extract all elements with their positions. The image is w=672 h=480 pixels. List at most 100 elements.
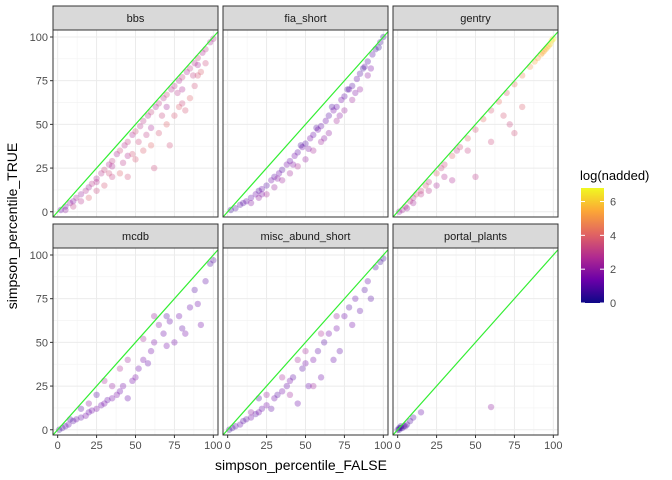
data-point bbox=[171, 339, 178, 346]
data-point bbox=[464, 147, 471, 154]
data-point bbox=[124, 152, 131, 160]
data-point bbox=[402, 423, 409, 430]
data-point bbox=[108, 157, 116, 165]
data-point bbox=[189, 72, 197, 79]
data-point bbox=[325, 112, 333, 119]
data-point bbox=[518, 103, 526, 111]
data-point bbox=[136, 122, 144, 130]
data-point bbox=[135, 138, 142, 146]
x-tick-label: 0 bbox=[225, 440, 231, 452]
data-point bbox=[232, 205, 239, 212]
data-point bbox=[144, 360, 152, 367]
data-point bbox=[438, 164, 445, 172]
data-point bbox=[66, 416, 74, 423]
data-point bbox=[252, 410, 259, 418]
x-tick-label: 25 bbox=[430, 440, 442, 452]
data-point bbox=[271, 173, 278, 181]
data-point bbox=[124, 395, 131, 402]
data-point bbox=[283, 161, 291, 168]
data-point bbox=[178, 325, 186, 332]
data-point bbox=[101, 166, 108, 174]
data-point bbox=[105, 170, 113, 177]
data-point bbox=[166, 142, 173, 149]
data-point bbox=[417, 409, 425, 416]
data-point bbox=[511, 80, 518, 88]
y-tick-label: 100 bbox=[30, 32, 48, 44]
data-point bbox=[240, 199, 247, 207]
data-point bbox=[175, 312, 183, 320]
data-point bbox=[425, 187, 433, 194]
data-point bbox=[93, 175, 100, 182]
x-tick-label: 75 bbox=[508, 440, 520, 452]
x-tick-label: 50 bbox=[129, 440, 141, 452]
data-point bbox=[263, 402, 270, 409]
data-point bbox=[160, 330, 167, 337]
data-point bbox=[140, 117, 147, 125]
data-point bbox=[317, 330, 325, 337]
data-point bbox=[119, 159, 127, 167]
x-tick-label: 0 bbox=[395, 440, 401, 452]
data-point bbox=[194, 61, 201, 69]
data-point bbox=[258, 191, 266, 198]
data-point bbox=[124, 173, 131, 181]
x-tick-label: 75 bbox=[338, 440, 350, 452]
data-point bbox=[93, 391, 100, 399]
data-point bbox=[105, 161, 113, 168]
data-point bbox=[129, 377, 136, 385]
facet-strip-label: misc_abund_short bbox=[261, 231, 351, 243]
data-point bbox=[338, 96, 345, 104]
data-point bbox=[178, 73, 186, 81]
data-point bbox=[352, 295, 359, 302]
data-point bbox=[317, 122, 325, 130]
data-point bbox=[121, 142, 128, 149]
legend-title: log(nadded) bbox=[580, 168, 649, 183]
data-point bbox=[433, 182, 440, 189]
data-point bbox=[294, 400, 301, 407]
data-point bbox=[147, 142, 155, 149]
data-point bbox=[348, 82, 356, 90]
data-point bbox=[289, 161, 297, 168]
data-point bbox=[171, 82, 178, 90]
legend-tick-label: 2 bbox=[610, 264, 616, 276]
data-point bbox=[150, 339, 158, 346]
data-point bbox=[341, 312, 348, 320]
data-point bbox=[182, 330, 189, 337]
data-point bbox=[472, 173, 479, 181]
data-point bbox=[464, 135, 471, 142]
data-point bbox=[116, 365, 124, 372]
data-point bbox=[174, 89, 181, 97]
data-point bbox=[82, 412, 89, 419]
data-point bbox=[310, 131, 317, 139]
x-tick-label: 25 bbox=[260, 440, 272, 452]
data-point bbox=[305, 145, 312, 153]
data-point bbox=[377, 39, 384, 46]
facet-strip-label: gentry bbox=[460, 13, 491, 25]
data-point bbox=[98, 170, 105, 177]
y-tick-label: 50 bbox=[36, 337, 48, 349]
data-point bbox=[247, 194, 255, 201]
data-point bbox=[425, 178, 433, 186]
data-point bbox=[182, 107, 189, 114]
x-tick-label: 100 bbox=[204, 440, 222, 452]
x-tick-label: 50 bbox=[299, 440, 311, 452]
data-point bbox=[168, 86, 175, 93]
data-point bbox=[98, 402, 105, 409]
data-point bbox=[85, 194, 93, 201]
data-point bbox=[286, 377, 294, 385]
data-point bbox=[247, 199, 255, 207]
data-point bbox=[364, 58, 371, 65]
x-tick-label: 100 bbox=[544, 440, 562, 452]
data-point bbox=[163, 91, 170, 98]
data-point bbox=[247, 414, 255, 421]
data-point bbox=[150, 312, 158, 320]
data-point bbox=[163, 103, 170, 111]
data-point bbox=[375, 44, 382, 51]
data-point bbox=[320, 339, 328, 346]
data-point bbox=[143, 131, 150, 139]
facet-strip bbox=[222, 5, 389, 31]
data-point bbox=[341, 107, 348, 114]
data-point bbox=[163, 312, 170, 320]
facet-strip bbox=[52, 5, 219, 31]
data-point bbox=[306, 135, 314, 142]
